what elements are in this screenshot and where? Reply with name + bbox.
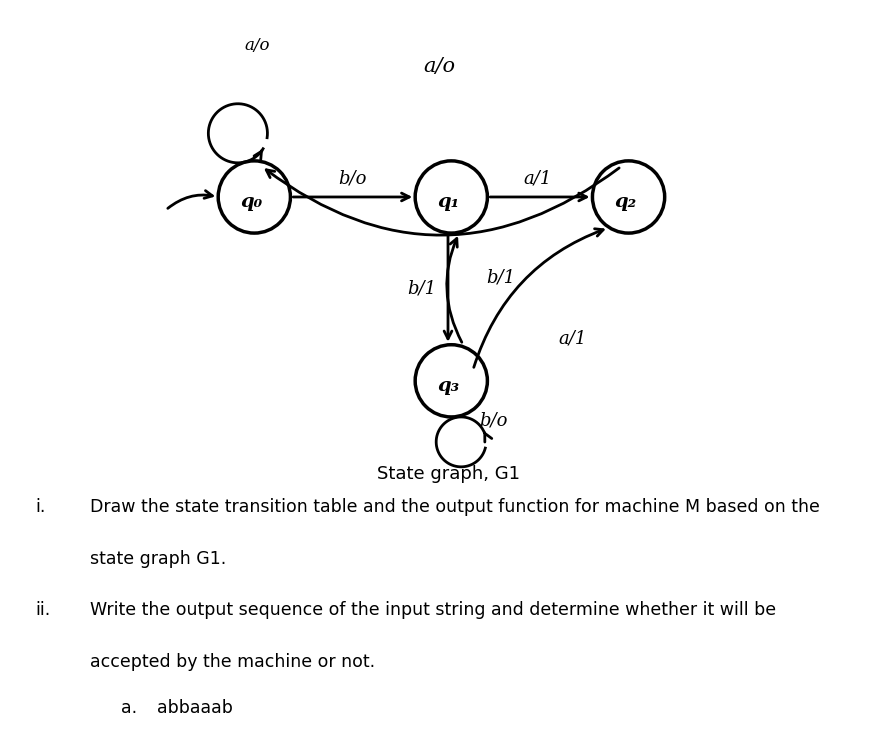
Text: a.: a. (121, 699, 137, 717)
Text: q₁: q₁ (437, 193, 459, 211)
Text: a/1: a/1 (524, 170, 552, 187)
Text: ii.: ii. (36, 601, 51, 619)
Text: accepted by the machine or not.: accepted by the machine or not. (90, 653, 375, 670)
Text: b/1: b/1 (486, 268, 515, 286)
Text: q₃: q₃ (437, 377, 459, 395)
Text: i.: i. (36, 498, 47, 516)
Text: a/o: a/o (245, 37, 271, 54)
Text: b/1: b/1 (407, 280, 436, 298)
Text: b/o: b/o (339, 170, 367, 187)
Text: q₀: q₀ (240, 193, 263, 211)
Text: state graph G1.: state graph G1. (90, 550, 226, 567)
Text: b/o: b/o (479, 411, 508, 429)
Text: a/o: a/o (424, 57, 455, 76)
Text: Write the output sequence of the input string and determine whether it will be: Write the output sequence of the input s… (90, 601, 776, 619)
Text: Draw the state transition table and the output function for machine M based on t: Draw the state transition table and the … (90, 498, 820, 516)
Text: q₂: q₂ (615, 193, 636, 211)
Text: a/1: a/1 (558, 329, 587, 347)
Text: abbaaab: abbaaab (157, 699, 233, 717)
Text: State graph, G1: State graph, G1 (376, 465, 520, 483)
